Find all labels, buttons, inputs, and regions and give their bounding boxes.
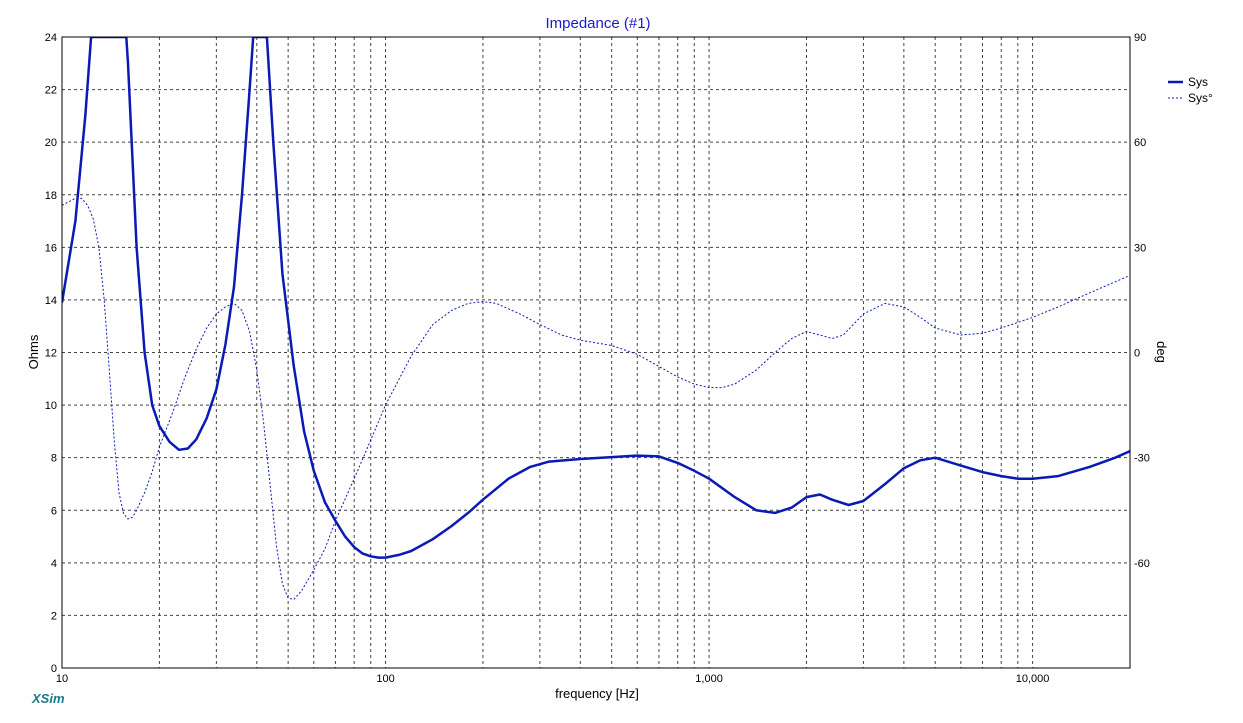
y-tick-label: 20: [45, 137, 57, 149]
y-tick-label: 16: [45, 242, 57, 254]
plot-area: [62, 37, 1130, 601]
grid: [62, 37, 1131, 668]
chart-title: Impedance (#1): [545, 15, 650, 32]
y-tick-label: 0: [51, 663, 57, 675]
y-tick-label: 12: [45, 348, 57, 360]
y-tick-label: 8: [51, 453, 57, 465]
y-tick-label: 10: [45, 400, 57, 412]
y2-tick-label: 30: [1134, 242, 1146, 254]
series-line-sys-phase: [62, 197, 1130, 601]
legend: Sys Sys°: [1168, 75, 1213, 105]
x-tick-label: 100: [376, 673, 394, 685]
y-tick-label: 14: [45, 295, 57, 307]
x-tick-label: 1,000: [695, 673, 723, 685]
series-line-sys: [62, 37, 1130, 559]
y-tick-label: 6: [51, 505, 57, 517]
y2-tick-label: 90: [1134, 32, 1146, 44]
y2-tick-label: -30: [1134, 453, 1150, 465]
y-tick-label: 24: [45, 32, 57, 44]
y2-tick-label: -60: [1134, 558, 1150, 570]
y2-tick-label: 60: [1134, 137, 1146, 149]
x-tick-label: 10,000: [1016, 673, 1050, 685]
y-tick-label: 4: [51, 558, 57, 570]
plot-frame: [61, 36, 1131, 669]
y-tick-label: 2: [51, 610, 57, 622]
y-axis-label: Ohms: [26, 334, 41, 369]
y2-tick-label: 0: [1134, 348, 1140, 360]
y-tick-label: 18: [45, 190, 57, 202]
legend-label-sys: Sys: [1188, 75, 1208, 89]
x-axis-label: frequency [Hz]: [555, 686, 639, 701]
y2-axis-label: deg: [1154, 341, 1169, 363]
xsim-brand-logo: XSim: [31, 691, 65, 706]
legend-label-sys-phase: Sys°: [1188, 91, 1213, 105]
y-tick-label: 22: [45, 85, 57, 97]
x-tick-label: 10: [56, 673, 68, 685]
